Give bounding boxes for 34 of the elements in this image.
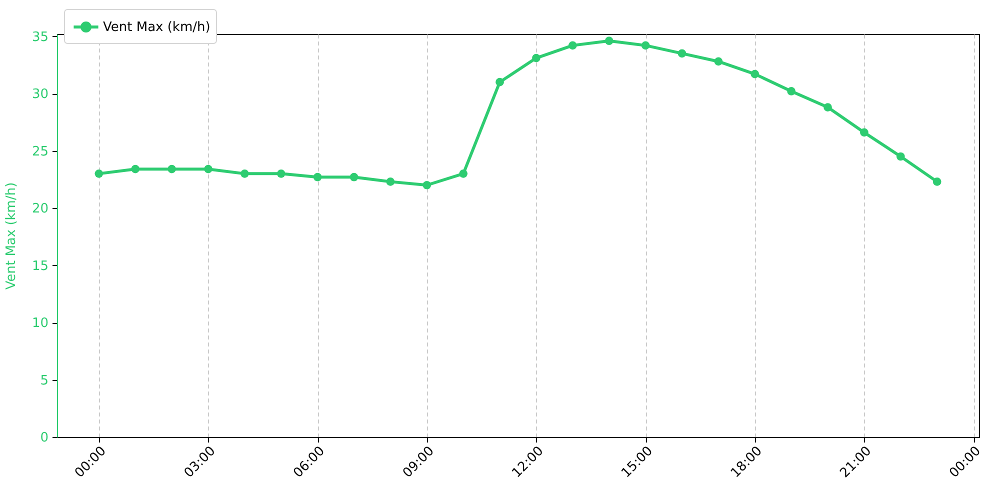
- point: [459, 170, 468, 178]
- point: [168, 164, 176, 174]
- point: [204, 164, 212, 174]
- point: [787, 87, 796, 96]
- point: [313, 172, 322, 182]
- y-tick-label: 10: [32, 316, 48, 332]
- y-tick-label: 25: [32, 144, 48, 160]
- point: [532, 54, 540, 62]
- y-tick-label: 0: [40, 430, 48, 446]
- y-axis-title: Vent Max (km/h): [4, 182, 19, 290]
- point: [641, 41, 650, 50]
- point: [276, 170, 286, 178]
- point: [422, 180, 432, 190]
- y-tick-label: 5: [40, 373, 48, 388]
- legend-label: Vent Max (km/h): [103, 20, 210, 35]
- point: [94, 170, 104, 178]
- y-tick-label: 30: [32, 87, 48, 102]
- point: [240, 170, 249, 178]
- point: [896, 152, 905, 161]
- point: [604, 36, 614, 46]
- point: [386, 178, 395, 186]
- point: [350, 172, 358, 182]
- point: [860, 128, 868, 137]
- point: [678, 49, 686, 58]
- y-tick-label: 15: [32, 258, 48, 274]
- point: [714, 57, 723, 66]
- point: [131, 164, 140, 174]
- point: [824, 103, 832, 112]
- y-tick-label: 20: [32, 202, 48, 217]
- point: [750, 70, 760, 78]
- y-tick-label: 35: [32, 30, 48, 45]
- point: [568, 41, 577, 50]
- point: [496, 78, 504, 86]
- point: [932, 178, 942, 186]
